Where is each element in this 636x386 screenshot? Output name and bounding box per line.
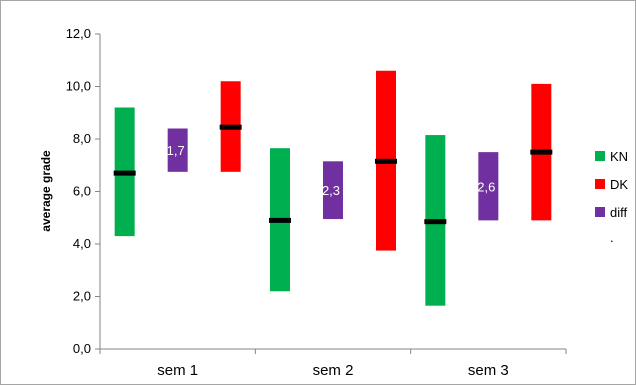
y-axis-label: average grade [39, 150, 53, 232]
bar-diff-1 [167, 128, 188, 172]
y-tick-label: 2,0 [73, 289, 91, 304]
y-axis: 0,0 2,0 4,0 6,0 8,0 10,0 12,0 [66, 26, 101, 356]
x-tick-label: sem 1 [157, 362, 198, 379]
legend-label-diff: diff [610, 205, 627, 220]
y-tick-label: 6,0 [73, 184, 91, 199]
legend-extra-label: . [610, 230, 614, 245]
mean-marker-dk-3 [530, 149, 553, 155]
legend-label-kn: KN [610, 149, 628, 164]
diff-value-label: 2,3 [322, 183, 340, 198]
y-tick-label: 8,0 [73, 131, 91, 146]
legend-label-dk: DK [610, 177, 628, 192]
x-tick-label: sem 2 [313, 362, 354, 379]
mean-marker-kn-1 [113, 170, 136, 176]
bar-diff-2 [323, 161, 343, 220]
diff-value-label: 2,6 [477, 179, 495, 194]
x-tick-label: sem 3 [468, 362, 509, 379]
y-tick-label: 12,0 [66, 26, 91, 41]
y-tick-label: 4,0 [73, 236, 91, 251]
mean-marker-dk-2 [375, 158, 397, 164]
legend-swatch-diff [595, 207, 605, 217]
y-tick-label: 0,0 [73, 341, 91, 356]
x-axis: sem 1 sem 2 sem 3 [99, 348, 567, 379]
bars: 1,7 2,3 2,6 [113, 70, 553, 306]
legend: KN DK diff. [595, 149, 628, 245]
diff-value-label: 1,7 [167, 143, 185, 158]
mean-marker-kn-3 [424, 219, 447, 225]
legend-swatch-dk [595, 179, 605, 189]
legend-swatch-kn [595, 151, 605, 161]
y-tick-label: 10,0 [66, 79, 91, 94]
mean-marker-dk-1 [219, 124, 242, 130]
mean-marker-kn-2 [269, 217, 291, 223]
bar-diff-3 [478, 152, 499, 221]
